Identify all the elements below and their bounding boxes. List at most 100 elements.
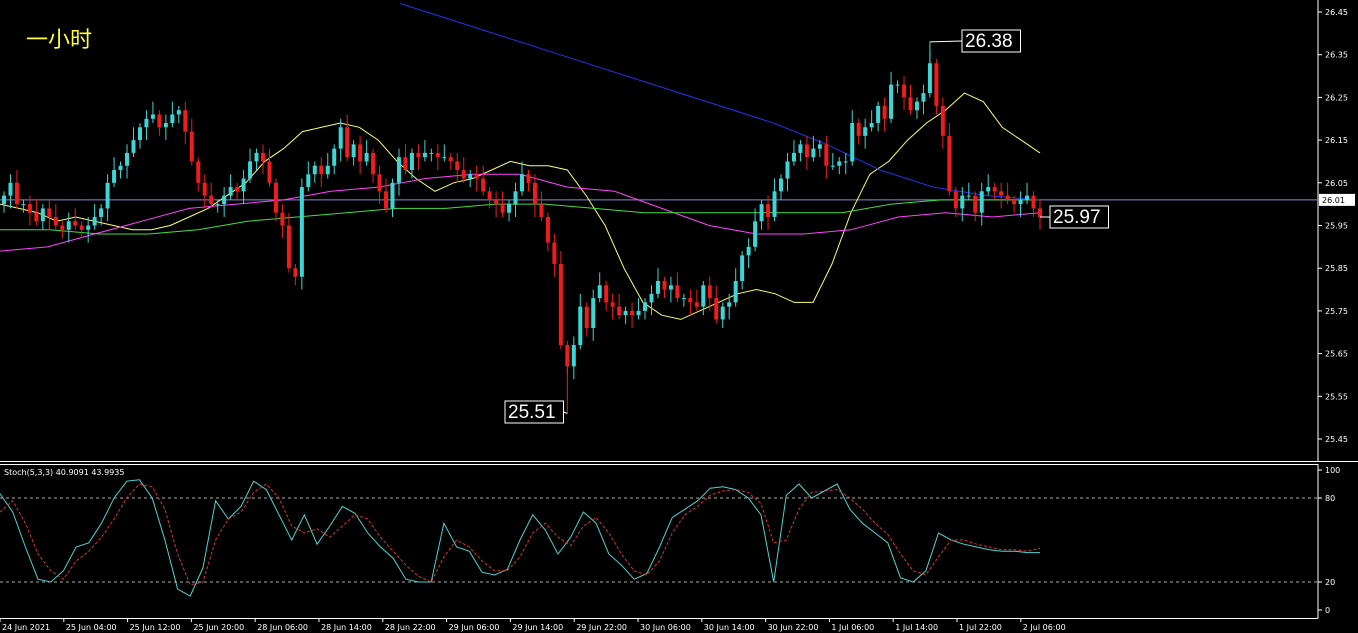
candle-body xyxy=(209,195,214,205)
low-annotation-pointer xyxy=(563,411,568,414)
stochastic-tick-label: 100 xyxy=(1325,466,1340,475)
candle-body xyxy=(960,195,965,209)
candle-body xyxy=(384,191,389,209)
candle-body xyxy=(40,208,45,222)
candle-body xyxy=(351,144,356,158)
candle-body xyxy=(856,123,861,136)
candle-body xyxy=(299,187,304,277)
low-annotation-label: 25.51 xyxy=(508,402,556,423)
candle-body xyxy=(1012,199,1017,205)
time-tick-label: 24 Jun 2021 xyxy=(2,623,50,632)
candle-body xyxy=(571,345,576,367)
candle-body xyxy=(636,310,641,316)
candle-body xyxy=(468,174,473,179)
candle-body xyxy=(455,161,460,170)
stochastic-main-line xyxy=(0,479,1040,597)
candle-body xyxy=(889,84,894,119)
candle-body xyxy=(144,118,149,128)
candle-body xyxy=(759,204,764,222)
candle-body xyxy=(34,212,39,222)
candle-body xyxy=(668,285,673,290)
time-tick-label: 29 Jun 14:00 xyxy=(512,623,563,632)
stochastic-tick-label: 20 xyxy=(1325,578,1335,587)
candle-body xyxy=(973,195,978,213)
candle-body xyxy=(1031,195,1036,209)
price-tick-label: 25.95 xyxy=(1325,222,1348,231)
candle-body xyxy=(47,208,52,217)
candle-body xyxy=(416,152,421,158)
candle-body xyxy=(701,285,706,307)
candle-body xyxy=(798,144,803,153)
candle-body xyxy=(222,195,227,205)
candlesticks xyxy=(2,41,1042,414)
candle-body xyxy=(261,152,265,162)
candle-body xyxy=(908,97,913,111)
candle-body xyxy=(150,114,155,119)
candle-body xyxy=(500,204,505,213)
candle-body xyxy=(863,127,868,136)
candle-body xyxy=(876,105,881,124)
candle-body xyxy=(461,169,466,179)
candle-body xyxy=(377,174,382,192)
candle-body xyxy=(358,144,363,162)
price-tick-label: 26.15 xyxy=(1325,136,1348,145)
candle-body xyxy=(681,298,686,300)
candle-body xyxy=(513,191,518,205)
candle-body xyxy=(254,152,259,162)
candle-body xyxy=(507,204,512,213)
candle-body xyxy=(73,221,78,226)
candle-body xyxy=(86,225,91,230)
candle-body xyxy=(947,135,952,192)
candle-body xyxy=(163,123,168,128)
time-tick-label: 28 Jun 14:00 xyxy=(321,623,372,632)
candle-body xyxy=(345,127,350,158)
time-tick-label: 30 Jun 22:00 xyxy=(768,623,819,632)
candle-body xyxy=(306,174,311,188)
candle-body xyxy=(869,123,874,128)
candle-body xyxy=(921,93,926,102)
time-axis-ticks: 24 Jun 2021 25 Jun 04:00 25 Jun 12:00 25 Ju… xyxy=(0,618,1066,632)
moving-average-line xyxy=(0,199,1040,235)
candle-body xyxy=(280,212,285,226)
candle-body xyxy=(487,191,492,200)
time-tick-label: 25 Jun 20:00 xyxy=(193,623,244,632)
candle-body xyxy=(60,225,65,230)
candle-body xyxy=(267,161,272,183)
candle-body xyxy=(92,216,97,226)
candle-body xyxy=(390,182,395,209)
candle-body xyxy=(422,152,427,158)
candle-body xyxy=(675,285,680,299)
candle-body xyxy=(429,152,434,154)
candle-body xyxy=(766,204,771,217)
price-tick-label: 26.45 xyxy=(1325,8,1348,17)
candle-body xyxy=(591,298,596,328)
candle-body xyxy=(403,157,408,170)
candle-body xyxy=(565,345,570,367)
price-tick-label: 25.45 xyxy=(1325,435,1348,444)
candle-body xyxy=(235,187,240,192)
candle-body xyxy=(248,161,253,179)
stochastic-tick-label: 80 xyxy=(1325,494,1335,503)
moving-average-line xyxy=(0,92,1041,320)
candle-body xyxy=(189,131,194,162)
price-tick-label: 25.65 xyxy=(1325,350,1348,359)
candle-body xyxy=(966,195,971,197)
candle-body xyxy=(817,144,822,149)
candle-body xyxy=(630,310,635,316)
candle-body xyxy=(293,268,298,277)
time-tick-label: 2 Jul 06:00 xyxy=(1023,623,1066,632)
candle-body xyxy=(118,165,123,170)
candle-body xyxy=(202,182,207,196)
time-tick-label: 28 Jun 06:00 xyxy=(257,623,308,632)
time-tick-label: 25 Jun 04:00 xyxy=(66,623,117,632)
high-annotation-pointer xyxy=(929,40,963,43)
stochastic-indicator-label: Stoch(5,3,3) 40.9091 43.9935 xyxy=(4,468,124,477)
candle-body xyxy=(746,246,751,256)
candle-body xyxy=(811,148,816,158)
candle-body xyxy=(99,208,104,217)
candle-body xyxy=(319,165,324,175)
price-tick-label: 25.85 xyxy=(1325,264,1348,273)
time-tick-label: 1 Jul 06:00 xyxy=(831,623,874,632)
candle-body xyxy=(520,174,524,192)
moving-average-line xyxy=(399,3,1041,201)
